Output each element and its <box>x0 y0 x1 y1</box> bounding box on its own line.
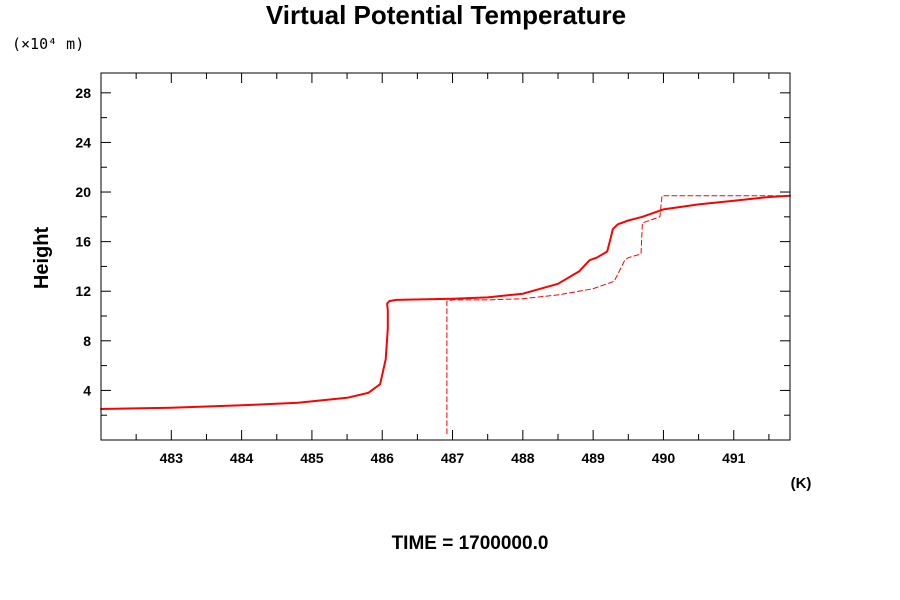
plot-lines <box>100 194 791 435</box>
y-tick-label: 20 <box>75 184 91 200</box>
x-tick-label: 488 <box>511 450 535 466</box>
x-tick-label: 489 <box>581 450 605 466</box>
x-tick-label: 483 <box>160 450 184 466</box>
chart-title: Virtual Potential Temperature <box>266 0 626 30</box>
y-units-label: (×10⁴ m) <box>12 35 84 53</box>
time-label: TIME = 1700000.0 <box>392 533 549 554</box>
y-tick-label: 16 <box>75 234 91 250</box>
x-tick-label: 487 <box>441 450 465 466</box>
y-tick-label: 28 <box>75 85 91 101</box>
y-axis-label: Height <box>31 227 53 290</box>
y-tick-label: 12 <box>75 283 91 299</box>
y-tick-label: 24 <box>75 134 91 150</box>
tick-labels: 483 484 485 486 487 488 489 490 491 4 8 12 16 20 24 28 <box>75 85 745 466</box>
axis-ticks <box>100 73 790 440</box>
y-tick-label: 4 <box>83 382 91 398</box>
y-tick-label: 8 <box>83 333 91 349</box>
x-axis-unit: (K) <box>791 475 812 492</box>
x-tick-label: 485 <box>300 450 324 466</box>
series-dashed-line <box>446 195 791 435</box>
x-tick-label: 491 <box>722 450 746 466</box>
x-tick-label: 486 <box>371 450 395 466</box>
x-tick-label: 490 <box>652 450 676 466</box>
plot-frame <box>100 72 791 441</box>
x-tick-label: 484 <box>230 450 254 466</box>
series-solid-line <box>100 194 791 410</box>
